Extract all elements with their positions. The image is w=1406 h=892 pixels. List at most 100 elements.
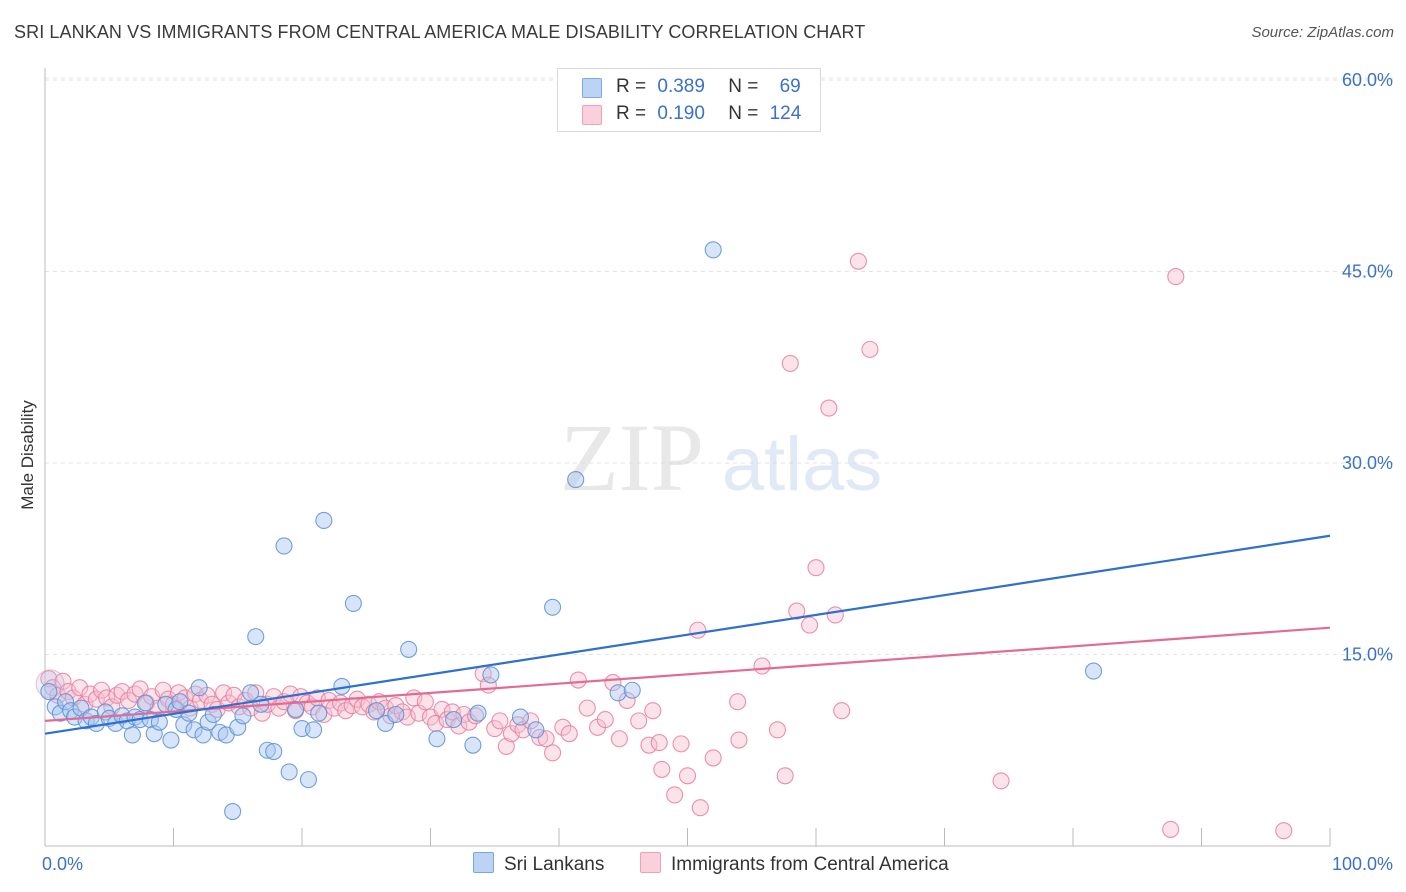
data-point	[522, 712, 540, 730]
data-point	[299, 771, 317, 789]
data-point	[578, 699, 596, 717]
x-tick-label: 100.0%	[1332, 854, 1393, 874]
data-point	[287, 700, 305, 718]
data-point	[527, 721, 545, 739]
data-point	[367, 702, 386, 720]
bottom-legend-label: Sri Lankans	[504, 854, 605, 875]
bottom-legend-sri-lankans: Sri Lankans	[473, 852, 604, 876]
legend-n-label: N =	[728, 103, 759, 124]
bottom-legend-label: Immigrants from Central America	[671, 854, 949, 875]
data-point	[788, 602, 806, 620]
data-point	[171, 693, 189, 711]
grid-lines	[45, 77, 1393, 655]
data-point	[781, 354, 799, 372]
data-point	[596, 711, 614, 729]
data-point	[807, 559, 825, 577]
data-point	[666, 786, 684, 804]
bottom-legend-central-america: Immigrants from Central America	[640, 852, 949, 876]
trend-line-central-america	[44, 626, 1331, 722]
source-credit: Source: ZipAtlas.com	[1251, 24, 1394, 41]
watermark: ZIP atlas	[560, 404, 882, 511]
data-point	[623, 681, 641, 699]
data-point	[861, 340, 879, 358]
data-point	[849, 252, 867, 270]
legend-r-value: 0.389	[657, 76, 705, 97]
data-point	[275, 537, 293, 555]
data-point	[992, 772, 1010, 790]
legend-swatch-blue	[582, 78, 602, 98]
data-point	[826, 606, 844, 624]
data-point	[753, 657, 771, 675]
data-point	[640, 736, 658, 754]
axes	[44, 68, 1331, 847]
data-point	[387, 705, 405, 724]
data-point	[119, 691, 138, 710]
data-point	[98, 689, 116, 707]
legend-n-value: 124	[769, 103, 802, 124]
data-point	[1275, 822, 1293, 840]
data-point	[801, 616, 819, 634]
data-point	[1162, 820, 1180, 838]
data-point	[729, 693, 747, 711]
data-point	[730, 731, 748, 749]
data-point	[833, 702, 851, 720]
bottom-legend-swatch-pink	[640, 852, 661, 873]
data-point	[310, 704, 328, 722]
data-point	[234, 707, 252, 725]
watermark-atlas: atlas	[722, 422, 883, 507]
data-point	[544, 744, 562, 762]
legend-swatch-pink	[582, 105, 602, 125]
data-point	[469, 704, 487, 722]
data-point	[194, 726, 212, 744]
y-tick-label: 30.0%	[1342, 453, 1393, 473]
tick-labels: 15.0% 30.0% 45.0% 60.0% 0.0% 100.0%	[42, 70, 1393, 874]
legend-n-value: 69	[779, 76, 801, 97]
data-point	[387, 697, 405, 715]
data-point	[71, 679, 89, 697]
data-point	[704, 749, 722, 767]
series-immigrants-central-america	[35, 252, 1293, 840]
data-point	[691, 799, 709, 817]
data-point	[466, 707, 485, 725]
data-point	[644, 702, 662, 720]
data-point	[136, 694, 154, 712]
data-point	[776, 767, 794, 785]
data-point	[511, 708, 530, 726]
x-tick-label: 0.0%	[42, 854, 83, 874]
data-point	[610, 730, 628, 748]
legend-r-value: 0.190	[657, 103, 705, 124]
data-point	[150, 713, 168, 731]
legend-n-label: N =	[728, 76, 759, 97]
data-point	[215, 684, 233, 702]
data-point	[185, 721, 203, 739]
bottom-legend-swatch-blue	[473, 852, 494, 873]
data-point	[689, 621, 707, 639]
data-point	[445, 711, 463, 729]
data-point	[497, 737, 515, 755]
data-point	[567, 471, 585, 489]
data-point	[609, 684, 627, 702]
data-point	[40, 670, 58, 688]
data-point	[569, 671, 587, 689]
data-point	[482, 666, 500, 684]
data-point	[190, 679, 208, 697]
data-point	[344, 594, 362, 612]
data-point	[247, 628, 265, 646]
correlation-legend: R = 0.389 N = 69 R = 0.190 N = 124	[557, 68, 821, 132]
data-point	[672, 735, 690, 753]
data-point	[428, 730, 446, 748]
data-point	[315, 511, 333, 530]
data-point	[305, 721, 323, 739]
watermark-zip: ZIP	[560, 404, 704, 511]
trend-line-sri-lankans	[44, 534, 1331, 735]
data-point	[531, 728, 549, 747]
data-point	[768, 721, 787, 739]
chart-title: SRI LANKAN VS IMMIGRANTS FROM CENTRAL AM…	[14, 22, 866, 42]
data-point	[630, 712, 648, 730]
data-point	[554, 718, 572, 736]
data-point	[820, 399, 838, 417]
data-point	[162, 731, 180, 749]
y-tick-label: 15.0%	[1342, 645, 1393, 665]
data-point	[280, 763, 298, 781]
